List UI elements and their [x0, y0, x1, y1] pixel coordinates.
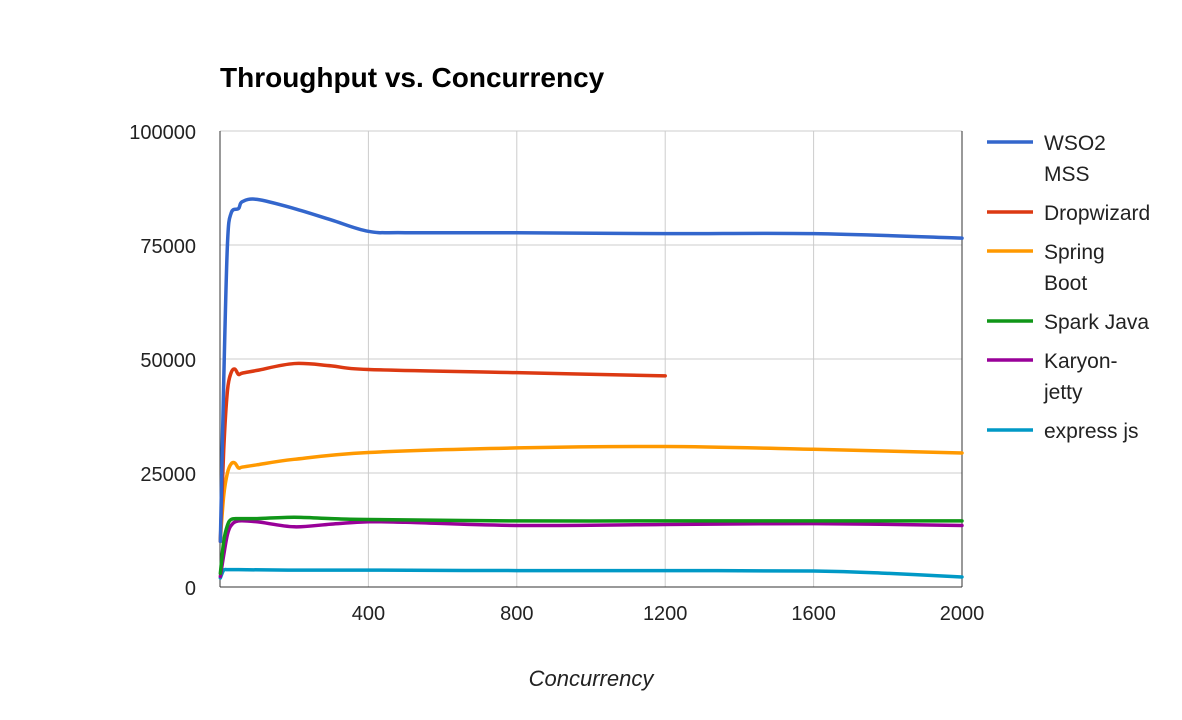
series-line-spark-java — [218, 515, 964, 576]
x-tick-label: 800 — [500, 603, 533, 625]
legend-item-spring-boot: Spring Boot — [987, 241, 1105, 295]
series-line-wso2-mss — [218, 197, 964, 544]
y-tick-label: 100000 — [129, 122, 196, 144]
legend-item-karyon-jetty: Karyon-jetty — [987, 350, 1118, 404]
x-tick-label: 400 — [352, 603, 385, 625]
chart-title: Throughput vs. Concurrency — [220, 62, 605, 93]
series-line-karyon-jetty — [218, 518, 964, 579]
x-tick-label: 1600 — [791, 603, 836, 625]
legend-label: express js — [1044, 420, 1139, 443]
legend-item-spark-java: Spark Java — [987, 311, 1149, 334]
legend: WSO2 MSS Dropwizard Spring Boot Spark Java Kar… — [987, 132, 1150, 443]
series-line-spring-boot — [218, 444, 964, 541]
legend-item-dropwizard: Dropwizard — [987, 202, 1150, 225]
legend-item-wso2-mss: WSO2 MSS — [987, 132, 1106, 186]
x-tick-label: 2000 — [940, 603, 985, 625]
legend-label: MSS — [1044, 163, 1090, 186]
legend-label: jetty — [1043, 381, 1083, 404]
legend-item-express-js: express js — [987, 420, 1139, 443]
grid-lines — [220, 130, 962, 587]
y-tick-label: 0 — [185, 578, 196, 600]
series-lines — [218, 197, 964, 580]
legend-label: Spring — [1044, 241, 1105, 264]
x-tick-label: 1200 — [643, 603, 688, 625]
series-line-dropwizard — [218, 361, 667, 544]
legend-label: Spark Java — [1044, 311, 1149, 334]
y-tick-label: 25000 — [140, 464, 196, 486]
legend-label: Karyon- — [1044, 350, 1118, 373]
series-line-express-js — [218, 567, 964, 580]
legend-label: WSO2 — [1044, 132, 1106, 155]
y-axis-ticks: 0 25000 50000 75000 100000 — [129, 122, 196, 600]
legend-label: Boot — [1044, 272, 1087, 295]
x-axis-ticks: 400 800 1200 1600 2000 — [352, 603, 985, 625]
x-axis-label: Concurrency — [529, 666, 656, 691]
y-tick-label: 75000 — [140, 236, 196, 258]
legend-label: Dropwizard — [1044, 202, 1150, 225]
y-tick-label: 50000 — [140, 350, 196, 372]
